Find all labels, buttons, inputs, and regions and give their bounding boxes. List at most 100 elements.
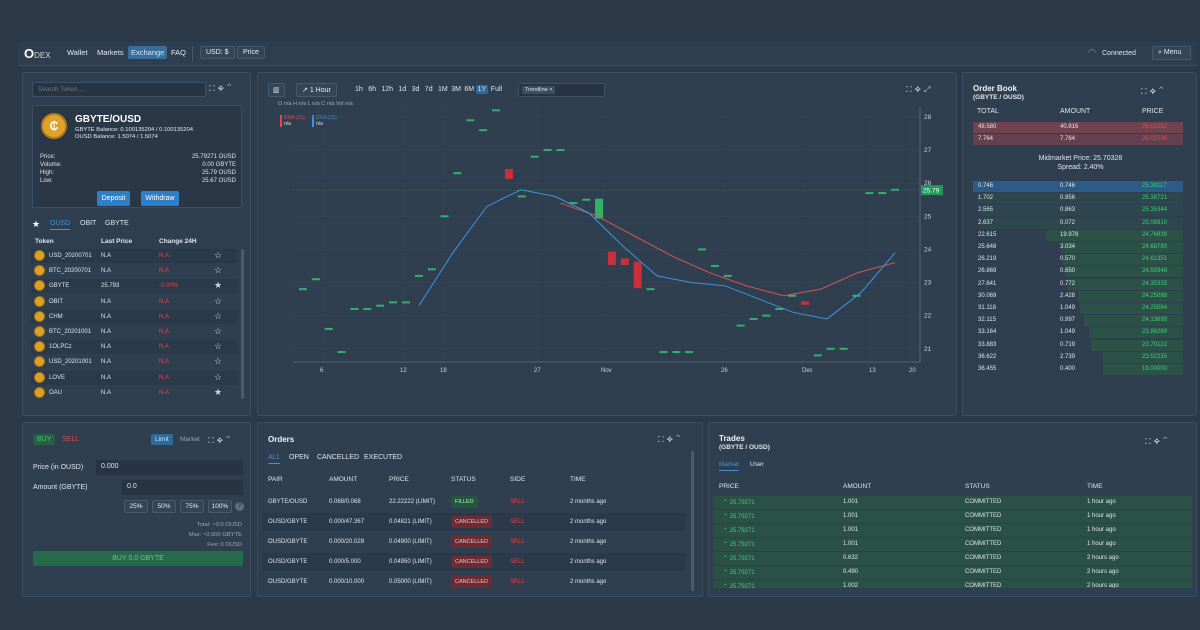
bid-row[interactable]: 1.702 0.956 25.38721 xyxy=(973,193,1183,205)
trade-row[interactable]: ⌃ 25.79271 0.490 COMMITTED 2 hours ago xyxy=(713,566,1192,579)
bid-row[interactable]: 2.637 0.072 25.08910 xyxy=(973,217,1183,229)
order-row[interactable]: OUSD/GBYTE 0.000/10.000 0.05000 (LIMIT) CAN… xyxy=(262,573,686,591)
trade-row[interactable]: ⌃ 25.79271 1.001 COMMITTED 1 hour ago xyxy=(713,496,1192,509)
price-chart[interactable]: 28 27 26 25 24 23 22 21 6 12 18 27 Nov 26 Dec 13 20 25.79 xyxy=(278,107,953,397)
bid-row[interactable]: 31.118 1.049 24.25084 xyxy=(973,303,1183,314)
token-row[interactable]: BTC_20200701 N.A N.A ☆ xyxy=(31,264,237,278)
token-row[interactable]: USD_20200701 N.A N.A ☆ xyxy=(31,249,237,263)
buy-tab[interactable]: BUY xyxy=(33,434,56,445)
nav-exchange[interactable]: Exchange xyxy=(128,46,168,59)
token-row[interactable]: CHM N.A N.A ☆ xyxy=(31,309,237,324)
price-button[interactable]: Price xyxy=(237,46,265,59)
order-row[interactable]: GBYTE/OUSD 0.068/0.068 22.22222 (LIMIT) FIL… xyxy=(262,493,686,511)
star-icon[interactable]: ☆ xyxy=(214,265,223,276)
range-tab-Full[interactable]: Full xyxy=(490,86,503,93)
bid-row[interactable]: 36.622 2.739 23.52235 xyxy=(973,351,1183,363)
bid-row[interactable]: 27.641 0.772 24.35335 xyxy=(973,278,1183,290)
trade-form-icons[interactable]: ⛶✥⌃ xyxy=(208,436,233,446)
range-tab-7d[interactable]: 7d xyxy=(424,86,433,93)
star-icon[interactable]: ★ xyxy=(214,386,223,397)
withdraw-button[interactable]: Withdraw xyxy=(141,191,179,206)
pct-75-button[interactable]: 75% xyxy=(180,500,204,513)
panel-icons[interactable]: ⛶✥⌃ xyxy=(209,84,234,94)
orders-tab-executed[interactable]: EXECUTED xyxy=(364,454,403,461)
bid-row[interactable]: 33.164 1.049 23.88289 xyxy=(973,327,1183,339)
trade-row[interactable]: ⌃ 25.79271 0.632 COMMITTED 2 hours ago xyxy=(713,552,1192,565)
market-tab[interactable]: Market xyxy=(180,436,200,443)
star-icon[interactable]: ★ xyxy=(32,219,41,229)
limit-tab[interactable]: Limit xyxy=(151,434,173,445)
token-row[interactable]: BTC_20201001 N.A N.A ☆ xyxy=(31,325,237,339)
tab-obit[interactable]: OBIT xyxy=(80,220,97,227)
token-row[interactable]: OAU N.A N.A ★ xyxy=(31,386,237,400)
token-row[interactable]: USD_20201001 N.A N.A ☆ xyxy=(31,355,237,369)
orders-tab-cancelled[interactable]: CANCELLED xyxy=(317,454,360,461)
currency-select[interactable]: USD: $ xyxy=(200,46,235,59)
bid-row[interactable]: 22.615 19.978 24.76839 xyxy=(973,229,1183,241)
chart-panel-icons[interactable]: ⛶✥⤢ xyxy=(906,85,933,95)
pct-25-button[interactable]: 25% xyxy=(124,500,148,513)
star-icon[interactable]: ☆ xyxy=(214,371,223,382)
logo[interactable]: ODEX xyxy=(24,46,51,61)
bid-row[interactable]: 0.746 0.746 25.39117 xyxy=(973,181,1183,192)
token-row[interactable]: 1OLPCz N.A N.A ☆ xyxy=(31,340,237,355)
star-icon[interactable]: ☆ xyxy=(214,310,223,321)
trendline-input[interactable]: Trendline × xyxy=(518,83,605,97)
bid-row[interactable]: 26.869 0.650 24.59348 xyxy=(973,266,1183,278)
nav-faq[interactable]: FAQ xyxy=(171,48,187,57)
star-icon[interactable]: ☆ xyxy=(214,295,223,306)
orders-scrollbar[interactable] xyxy=(691,451,694,591)
chart-type-button[interactable]: ▥ xyxy=(268,83,285,97)
trades-icons[interactable]: ⛶✥⌃ xyxy=(1145,437,1170,447)
ask-row[interactable]: 48.580 40.816 26.01562 xyxy=(973,122,1183,133)
price-input[interactable]: 0.000 xyxy=(96,460,243,475)
star-icon[interactable]: ☆ xyxy=(214,250,223,260)
tab-ousd[interactable]: OUSD xyxy=(50,220,71,230)
range-tab-1h[interactable]: 1h xyxy=(355,86,363,93)
star-icon[interactable]: ★ xyxy=(214,280,223,291)
menu-button[interactable]: ⌕ Menu xyxy=(1152,46,1191,60)
bid-row[interactable]: 33.883 0.719 23.70122 xyxy=(973,339,1183,351)
orders-tab-all[interactable]: ALL xyxy=(268,454,281,464)
bid-row[interactable]: 26.219 0.570 24.61351 xyxy=(973,254,1183,266)
trade-row[interactable]: ⌃ 25.79271 1.002 COMMITTED 2 hours ago xyxy=(713,580,1192,588)
submit-buy-button[interactable]: BUY 0.0 GBYTE xyxy=(33,551,243,566)
token-row[interactable]: GBYTE 25.793 -0.00% ★ xyxy=(31,279,237,294)
range-tab-6M[interactable]: 6M xyxy=(464,86,475,93)
orderbook-icons[interactable]: ⛶✥⌃ xyxy=(1141,87,1166,97)
bid-row[interactable]: 32.115 0.997 24.13699 xyxy=(973,315,1183,327)
token-row[interactable]: OBIT N.A N.A ☆ xyxy=(31,295,237,309)
nav-markets[interactable]: Markets xyxy=(97,48,124,57)
range-tab-1Y[interactable]: 1Y xyxy=(475,85,489,94)
orders-icons[interactable]: ⛶✥⌃ xyxy=(658,435,683,445)
range-tab-6h[interactable]: 6h xyxy=(368,86,376,93)
star-icon[interactable]: ☆ xyxy=(214,356,223,367)
search-input[interactable] xyxy=(32,82,206,97)
pct-50-button[interactable]: 50% xyxy=(152,500,176,513)
range-tab-1d[interactable]: 1d xyxy=(398,86,407,93)
token-row[interactable]: LOVE N.A N.A ☆ xyxy=(31,370,237,385)
tab-gbyte[interactable]: GBYTE xyxy=(105,220,129,227)
star-icon[interactable]: ☆ xyxy=(214,326,223,336)
trades-tab-market[interactable]: Market xyxy=(719,461,739,471)
range-tab-3d[interactable]: 3d xyxy=(411,86,420,93)
bid-row[interactable]: 30.069 2.428 24.25088 xyxy=(973,290,1183,302)
trades-tab-user[interactable]: User xyxy=(750,461,764,468)
amount-input[interactable]: 0.0 xyxy=(122,480,243,495)
order-row[interactable]: OUSD/GBYTE 0.000/5.000 0.04950 (LIMIT) CANC… xyxy=(262,553,686,571)
trade-row[interactable]: ⌃ 25.79271 1.001 COMMITTED 1 hour ago xyxy=(713,538,1192,551)
trendline-tag[interactable]: Trendline × xyxy=(522,86,556,94)
token-list-scrollbar[interactable] xyxy=(241,249,244,399)
orders-tab-open[interactable]: OPEN xyxy=(289,454,309,461)
bid-row[interactable]: 2.565 0.863 25.35344 xyxy=(973,205,1183,217)
star-icon[interactable]: ☆ xyxy=(214,341,223,352)
search-input-field[interactable] xyxy=(33,83,205,96)
ask-row[interactable]: 7.764 7.764 26.01538 xyxy=(973,134,1183,145)
order-row[interactable]: OUSD/GBYTE 0.000/47.367 0.04821 (LIMIT) CAN… xyxy=(262,513,686,531)
deposit-button[interactable]: Deposit xyxy=(97,191,130,206)
trade-row[interactable]: ⌃ 25.79271 1.001 COMMITTED 1 hour ago xyxy=(713,524,1192,537)
trade-row[interactable]: ⌃ 25.79271 1.001 COMMITTED 1 hour ago xyxy=(713,510,1192,523)
bid-row[interactable]: 36.455 0.400 19.00000 xyxy=(973,364,1183,375)
range-tab-12h[interactable]: 12h xyxy=(381,86,394,93)
help-icon[interactable]: ? xyxy=(235,502,244,511)
